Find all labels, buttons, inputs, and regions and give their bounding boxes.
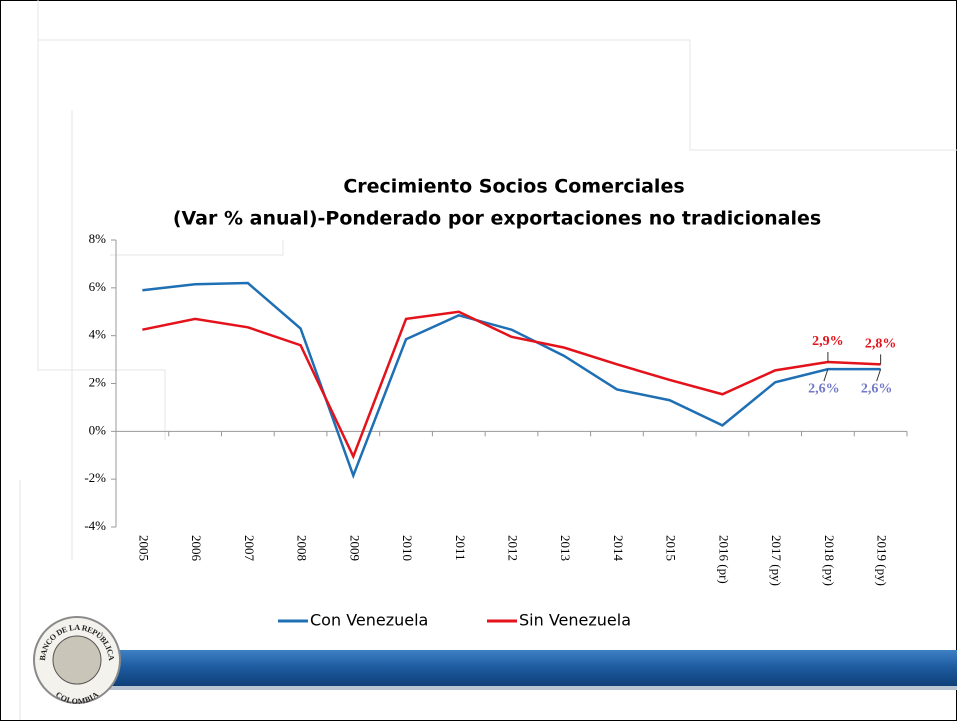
x-tick-label: 2013 [558, 535, 573, 561]
data-label: 2,6% [861, 381, 893, 396]
logo: BANCO DE LA REPÚBLICA COLOMBIA [33, 616, 121, 706]
y-tick-label: -4% [84, 518, 106, 533]
footer-band [95, 650, 957, 686]
background-lines [19, 0, 957, 720]
x-tick-label: 2005 [136, 535, 151, 561]
x-tick-label: 2007 [242, 535, 257, 562]
chart-title: Crecimiento Socios Comerciales [343, 176, 684, 198]
y-tick-label: 2% [89, 374, 107, 389]
footer-shadow [95, 686, 957, 690]
logo-inner [52, 635, 102, 685]
x-tick-label: 2015 [664, 535, 679, 561]
x-tick-label: 2008 [295, 535, 310, 561]
x-tick-label: 2019 (py) [875, 535, 890, 586]
label-leader [876, 368, 882, 382]
x-tick-label: 2006 [189, 535, 204, 562]
data-label: 2,6% [808, 381, 840, 396]
data-label: 2,8% [865, 337, 897, 352]
x-tick-label: 2010 [400, 535, 415, 561]
label-leader [823, 368, 829, 382]
x-tick-label: 2011 [453, 535, 468, 561]
x-tick-label: 2016 (pr) [716, 535, 731, 584]
y-tick-label: 0% [89, 422, 107, 437]
y-tick-label: -2% [84, 470, 106, 485]
series-line [142, 310, 881, 460]
y-tick-label: 4% [89, 327, 107, 342]
chart-subtitle: (Var % anual)-Ponderado por exportacione… [173, 208, 821, 230]
y-tick-label: 6% [89, 279, 107, 294]
data-label: 2,9% [812, 334, 844, 349]
series-line [142, 281, 881, 480]
x-tick-label: 2009 [347, 535, 362, 561]
x-tick-label: 2012 [506, 535, 521, 561]
x-tick-label: 2017 (py) [769, 535, 784, 586]
x-tick-label: 2018 (py) [822, 535, 837, 586]
y-tick-label: 8% [89, 231, 107, 246]
legend-label: Con Venezuela [310, 611, 428, 630]
legend-label: Sin Venezuela [519, 611, 631, 630]
x-tick-label: 2014 [611, 535, 626, 562]
